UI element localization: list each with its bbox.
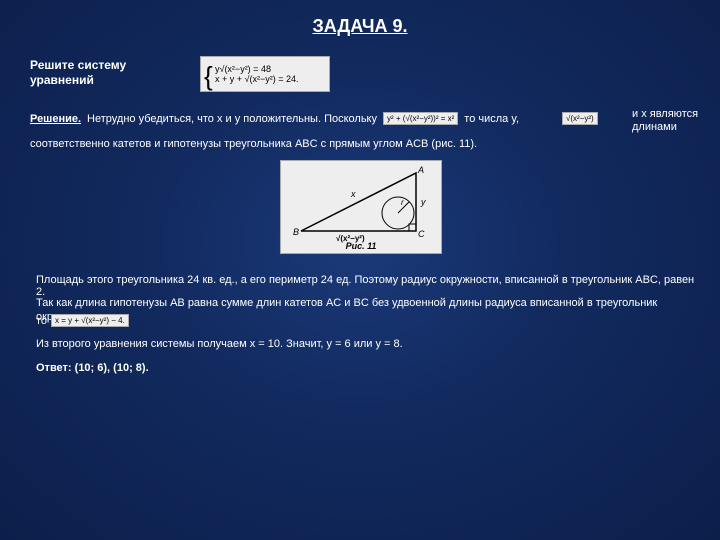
svg-text:A: A: [417, 165, 424, 175]
page-title: ЗАДАЧА 9.: [0, 16, 720, 37]
to-line: то x = y + √(x²−y²) − 4.: [36, 314, 129, 327]
solution-intro: Нетрудно убедиться, что x и y положитель…: [87, 113, 377, 125]
answer-label: Ответ:: [36, 362, 72, 374]
solution-label: Решение.: [30, 113, 81, 125]
svg-text:r: r: [401, 198, 404, 207]
after-y-group: √(x²−y²): [562, 112, 598, 125]
solution-line-1: Решение. Нетрудно убедиться, что x и y п…: [30, 112, 519, 125]
inline-eq-3: x = y + √(x²−y²) − 4.: [51, 314, 129, 327]
svg-text:x: x: [350, 189, 356, 199]
area-text: Площадь этого треугольника 24 кв. ед., а…: [36, 274, 696, 298]
svg-text:y: y: [420, 197, 426, 207]
system-row-2: x + y + √(x²−y²) = 24.: [215, 74, 325, 84]
second-eq-text: Из второго уравнения системы получаем x …: [36, 338, 403, 350]
inline-eq-2: √(x²−y²): [562, 112, 598, 125]
system-equations: { y√(x²−y²) = 48 x + y + √(x²−y²) = 24.: [200, 56, 330, 92]
to-text: то: [36, 315, 47, 327]
so-numbers: то числа y,: [464, 113, 519, 125]
system-row-1: y√(x²−y²) = 48: [215, 64, 325, 74]
brace-icon: {: [204, 61, 213, 91]
solution-legs: соответственно катетов и гипотенузы треу…: [30, 138, 477, 150]
answer-line: Ответ: (10; 6), (10; 8).: [36, 362, 149, 374]
figure-caption: Рис. 11: [281, 241, 441, 251]
answer-value: (10; 6), (10; 8).: [75, 362, 149, 374]
figure-11: A B C x y r √(x²−y²) Рис. 11: [280, 160, 442, 254]
and-x-text: и x являются длинами: [632, 108, 712, 134]
prompt-text: Решите систему уравнений: [30, 58, 160, 88]
svg-text:B: B: [293, 227, 299, 237]
hypotenuse-text: Так как длина гипотенузы AB равна сумме …: [36, 296, 706, 325]
inline-eq-1: y² + (√(x²−y²))² = x²: [383, 112, 458, 125]
svg-text:C: C: [418, 229, 425, 239]
triangle-diagram: A B C x y r √(x²−y²): [281, 161, 441, 253]
